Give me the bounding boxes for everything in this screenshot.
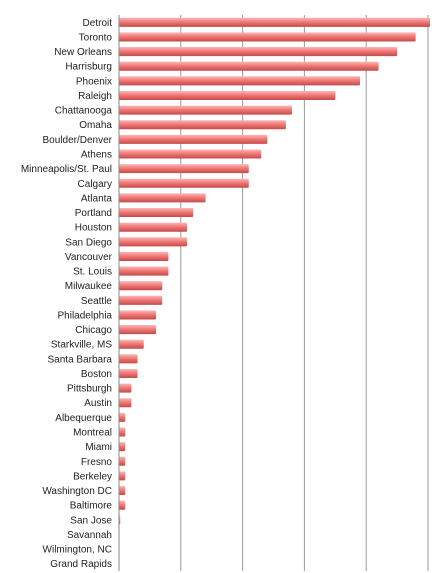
bar-new-orleans xyxy=(119,47,398,57)
category-label: Raleigh xyxy=(78,91,112,102)
bar-san-diego xyxy=(119,237,187,247)
category-label: Austin xyxy=(84,398,112,409)
category-label: Toronto xyxy=(79,32,113,43)
bar-chicago xyxy=(119,325,157,335)
bar-milwaukee xyxy=(119,281,163,291)
bar-seattle xyxy=(119,295,163,305)
category-label: Washington DC xyxy=(42,486,112,497)
category-label: Boston xyxy=(81,369,112,380)
bar-philadelphia xyxy=(119,310,157,320)
bar-atlanta xyxy=(119,193,206,203)
category-label: Savannah xyxy=(67,530,112,541)
category-label: Vancouver xyxy=(65,252,113,263)
bars xyxy=(119,17,430,525)
category-label: St. Louis xyxy=(73,267,112,278)
bar-toronto xyxy=(119,32,416,42)
category-label: Miami xyxy=(85,442,112,453)
category-label: Harrisburg xyxy=(65,62,112,73)
bar-starkville-ms xyxy=(119,339,144,349)
bar-vancouver xyxy=(119,251,169,261)
bar-boston xyxy=(119,368,138,379)
category-label: Athens xyxy=(81,150,112,161)
category-label: Santa Barbara xyxy=(48,354,113,365)
category-label: Chicago xyxy=(75,325,112,336)
category-label: Houston xyxy=(75,223,112,234)
bar-baltimore xyxy=(119,500,126,510)
category-label: New Orleans xyxy=(54,47,112,58)
category-labels: Detroit Toronto New Orleans Harrisburg Phoen… xyxy=(21,18,113,570)
bar-santa-barbara xyxy=(119,354,138,364)
category-label: Starkville, MS xyxy=(51,340,112,351)
bar-miami xyxy=(119,442,126,452)
category-label: San Diego xyxy=(65,237,112,248)
bar-houston xyxy=(119,222,187,232)
bar-albequerque xyxy=(119,412,126,422)
category-label: Milwaukee xyxy=(65,281,113,292)
bar-boulder-denver xyxy=(119,134,268,144)
bar-calgary xyxy=(119,178,249,188)
category-label: Berkeley xyxy=(73,471,112,482)
bar-raleigh xyxy=(119,90,336,101)
bar-berkeley xyxy=(119,471,126,481)
category-label: Montreal xyxy=(73,428,112,439)
category-label: Pittsburgh xyxy=(67,384,112,395)
bar-detroit xyxy=(119,17,430,27)
category-label: Minneapolis/St. Paul xyxy=(21,164,112,175)
category-label: Atlanta xyxy=(81,193,113,204)
bar-st-louis xyxy=(119,266,169,276)
category-label: Baltimore xyxy=(70,501,113,512)
category-label: Philadelphia xyxy=(58,310,113,321)
bar-chattanooga xyxy=(119,105,293,115)
bar-phoenix xyxy=(119,76,361,86)
bar-portland xyxy=(119,207,194,218)
category-label: Phoenix xyxy=(76,76,112,87)
bar-washington-dc xyxy=(119,485,126,496)
bar-montreal xyxy=(119,427,126,437)
bar-omaha xyxy=(119,120,286,130)
bar-athens xyxy=(119,149,262,159)
category-label: Albequerque xyxy=(55,413,112,424)
category-label: Chattanooga xyxy=(55,106,113,117)
category-label: Portland xyxy=(75,208,112,219)
category-label: Wilmington, NC xyxy=(43,545,112,556)
category-label: Grand Rapids xyxy=(50,559,112,570)
bar-harrisburg xyxy=(119,61,379,71)
category-label: Boulder/Denver xyxy=(43,135,113,146)
category-label: Fresno xyxy=(81,457,113,468)
category-label: Omaha xyxy=(79,120,112,131)
bar-minneapolis-st-paul xyxy=(119,164,249,174)
bar-fresno xyxy=(119,456,126,466)
bar-austin xyxy=(119,398,132,408)
bar-pittsburgh xyxy=(119,383,132,393)
category-label: Detroit xyxy=(83,18,113,29)
category-label: Seattle xyxy=(81,296,113,307)
category-label: Calgary xyxy=(78,179,112,190)
category-label: San Jose xyxy=(70,515,112,526)
